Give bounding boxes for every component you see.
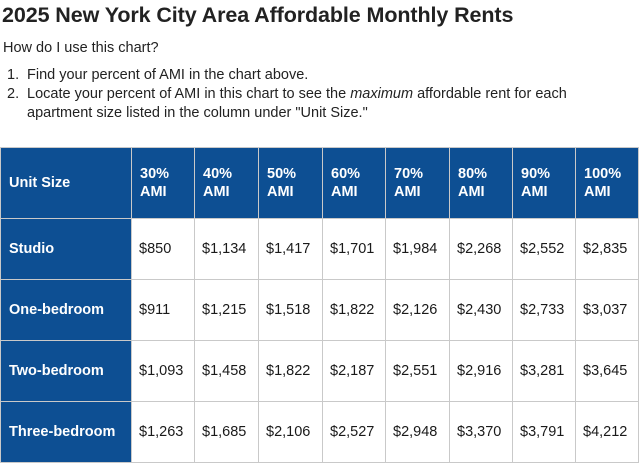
row-header-unit: One-bedroom [0,279,132,341]
rent-cell: $911 [131,279,195,341]
step-text: Locate your percent of AMI in this chart… [27,85,633,123]
instruction-step-2: 2. Locate your percent of AMI in this ch… [3,85,633,123]
rent-cell: $2,430 [449,279,513,341]
rent-cell: $1,093 [131,340,195,402]
ami-label: AMI [584,184,611,200]
ami-percent: 80% [458,166,488,182]
rent-cell: $1,518 [258,279,323,341]
column-header-30-ami: 30% AMI [131,147,195,219]
rent-cell: $2,733 [512,279,576,341]
ami-label: AMI [203,184,230,200]
rent-cell: $2,551 [385,340,450,402]
table-row-studio: Studio $850 $1,134 $1,417 $1,701 $1,984 … [0,218,639,280]
affordable-rents-table: Unit Size 30% AMI 40% AMI 50% AMI 60% AMI 70… [0,147,639,463]
chart-instructions-heading: How do I use this chart? [3,40,159,56]
table-header: Unit Size 30% AMI 40% AMI 50% AMI 60% AMI 70… [0,147,639,219]
rent-cell: $850 [131,218,195,280]
ami-percent: 40% [203,166,233,182]
rent-cell: $3,791 [512,401,576,463]
rent-cell: $4,212 [575,401,639,463]
column-header-60-ami: 60% AMI [322,147,386,219]
table-row-two-bedroom: Two-bedroom $1,093 $1,458 $1,822 $2,187 … [0,340,639,402]
ami-label: AMI [267,184,294,200]
rent-cell: $2,126 [385,279,450,341]
rent-cell: $3,370 [449,401,513,463]
column-header-80-ami: 80% AMI [449,147,513,219]
rent-cell: $1,822 [258,340,323,402]
row-header-unit: Studio [0,218,132,280]
row-header-unit: Two-bedroom [0,340,132,402]
rent-cell: $3,281 [512,340,576,402]
step-number: 1. [7,67,20,83]
rent-cell: $2,916 [449,340,513,402]
rent-cell: $2,527 [322,401,386,463]
step-text-part: Locate your percent of AMI in this chart… [27,86,351,102]
instructions-list: 1. Find your percent of AMI in the chart… [3,66,633,123]
column-header-100-ami: 100% AMI [575,147,639,219]
instruction-step-1: 1. Find your percent of AMI in the chart… [3,66,633,85]
rent-cell: $1,263 [131,401,195,463]
rent-cell: $2,106 [258,401,323,463]
rent-cell: $2,835 [575,218,639,280]
column-header-90-ami: 90% AMI [512,147,576,219]
step-text-part: affordable rent for each apartment size … [27,86,567,121]
table-body: Studio $850 $1,134 $1,417 $1,701 $1,984 … [0,218,639,463]
rent-cell: $1,984 [385,218,450,280]
ami-percent: 60% [331,166,361,182]
step-text: Find your percent of AMI in the chart ab… [27,67,309,83]
ami-percent: 70% [394,166,424,182]
step-number: 2. [7,86,20,102]
rent-cell: $1,458 [194,340,259,402]
step-text-emphasis: maximum [350,86,414,102]
rent-cell: $2,552 [512,218,576,280]
rent-cell: $1,417 [258,218,323,280]
ami-label: AMI [521,184,548,200]
column-header-40-ami: 40% AMI [194,147,259,219]
rent-cell: $2,948 [385,401,450,463]
rent-cell: $2,268 [449,218,513,280]
ami-percent: 100% [584,166,622,182]
ami-label: AMI [458,184,485,200]
column-header-70-ami: 70% AMI [385,147,450,219]
row-header-unit: Three-bedroom [0,401,132,463]
rent-cell: $1,701 [322,218,386,280]
ami-label: AMI [394,184,421,200]
page-title: 2025 New York City Area Affordable Month… [2,3,514,27]
ami-percent: 30% [140,166,170,182]
table-row-three-bedroom: Three-bedroom $1,263 $1,685 $2,106 $2,52… [0,401,639,463]
ami-label: AMI [331,184,358,200]
rent-cell: $3,037 [575,279,639,341]
column-header-50-ami: 50% AMI [258,147,323,219]
rent-cell: $1,822 [322,279,386,341]
rent-cell: $1,134 [194,218,259,280]
ami-percent: 90% [521,166,551,182]
rent-cell: $2,187 [322,340,386,402]
rent-cell: $3,645 [575,340,639,402]
column-header-unit-size: Unit Size [0,147,132,219]
table-row-one-bedroom: One-bedroom $911 $1,215 $1,518 $1,822 $2… [0,279,639,341]
ami-label: AMI [140,184,167,200]
rent-cell: $1,215 [194,279,259,341]
header-row: Unit Size 30% AMI 40% AMI 50% AMI 60% AMI 70… [0,147,639,219]
rent-cell: $1,685 [194,401,259,463]
ami-percent: 50% [267,166,297,182]
